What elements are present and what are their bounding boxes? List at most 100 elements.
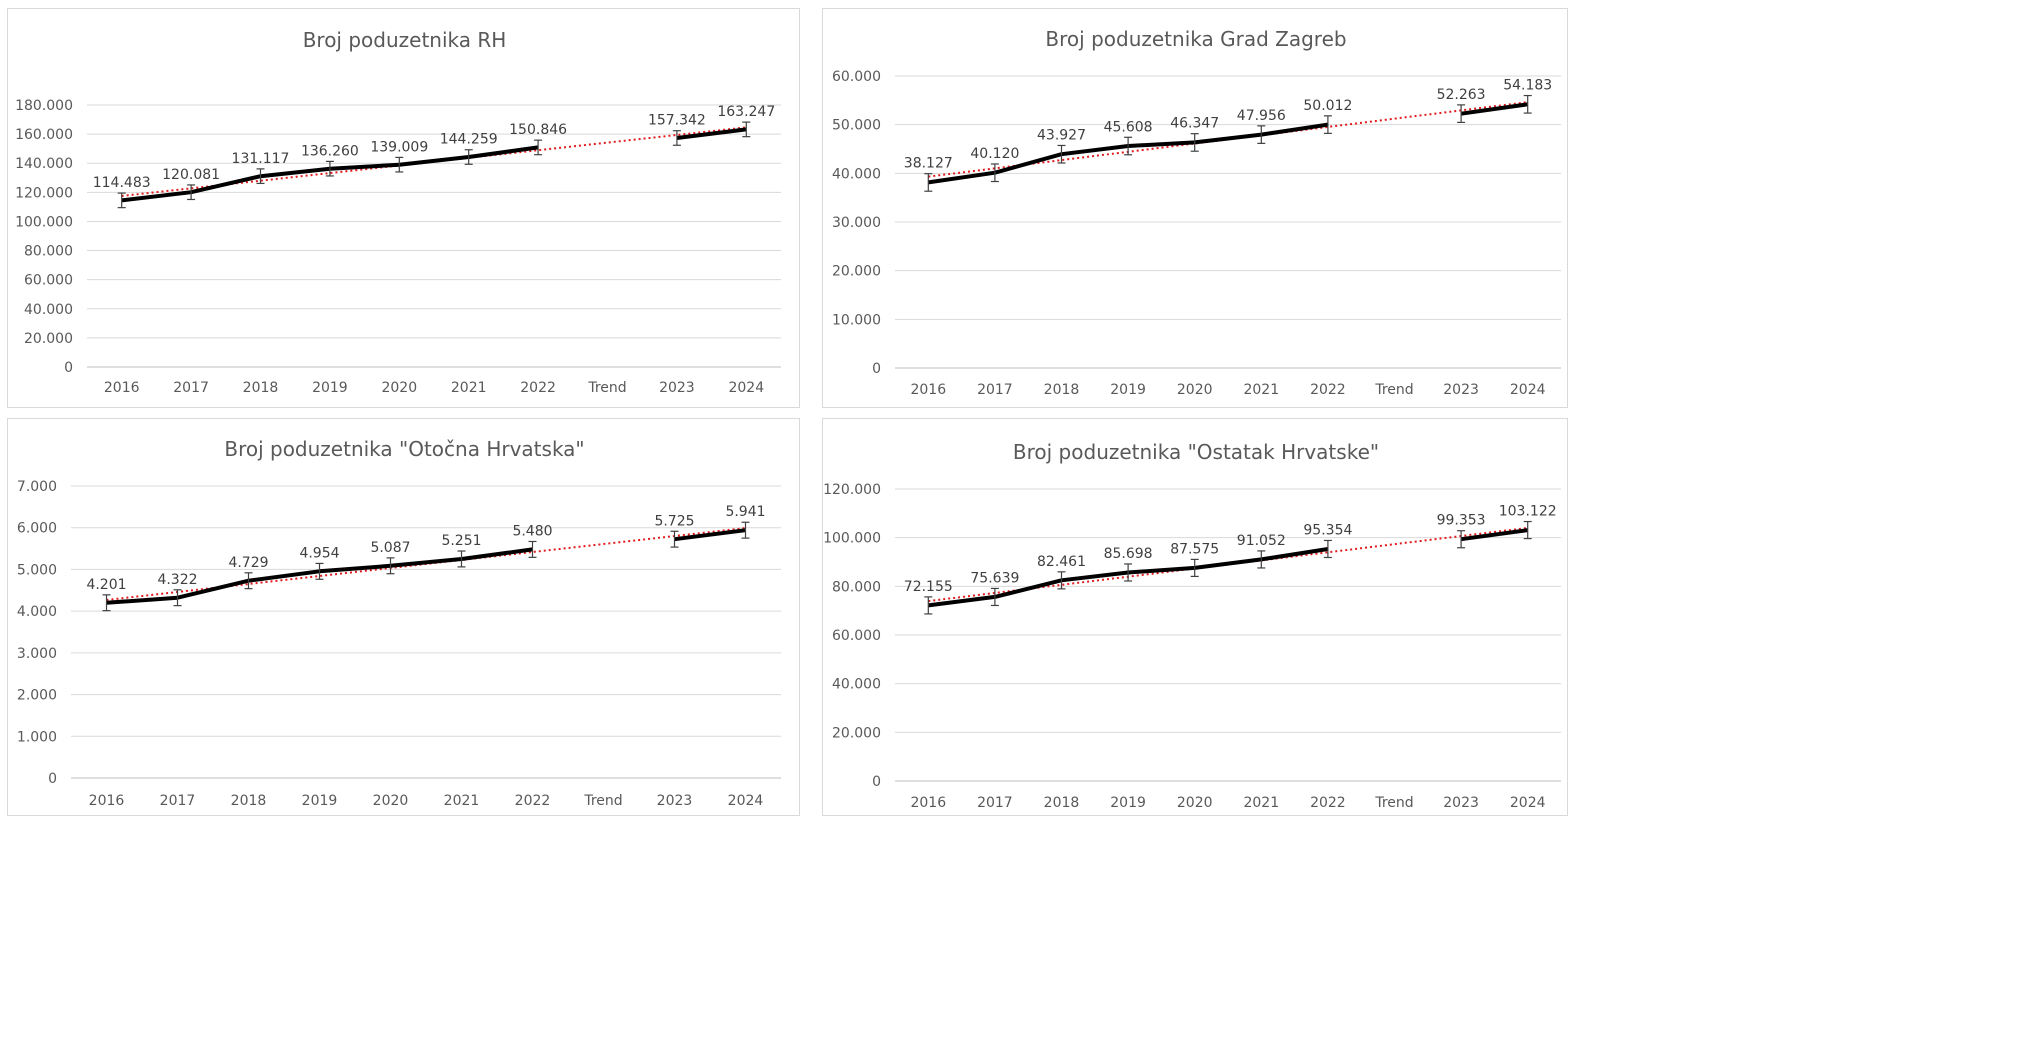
chart-title: Broj poduzetnika RH bbox=[303, 28, 507, 52]
y-tick-label: 3.000 bbox=[17, 646, 57, 662]
x-tick-label: 2020 bbox=[1177, 382, 1213, 398]
x-tick-label: 2023 bbox=[659, 380, 695, 396]
y-tick-label: 160.000 bbox=[15, 127, 73, 143]
error-bar bbox=[1190, 558, 1199, 578]
x-tick-label: 2023 bbox=[1443, 795, 1479, 811]
error-bar bbox=[325, 160, 334, 177]
error-bar bbox=[117, 192, 126, 209]
data-label: 5.725 bbox=[654, 513, 694, 529]
y-tick-label: 0 bbox=[872, 774, 881, 790]
x-tick-label: 2023 bbox=[657, 793, 693, 809]
chart-panel-grad-zagreb: Broj poduzetnika Grad Zagreb 0 10.000 20.00… bbox=[822, 8, 1568, 408]
y-tick-label: 7.000 bbox=[17, 479, 57, 495]
data-label: 47.956 bbox=[1237, 108, 1286, 124]
x-tick-label: 2019 bbox=[302, 793, 338, 809]
error-bar bbox=[457, 550, 466, 568]
y-tick-label: 60.000 bbox=[832, 69, 881, 85]
x-tick-label: Trend bbox=[1374, 382, 1413, 398]
series-line bbox=[674, 528, 746, 542]
error-bar bbox=[1257, 125, 1266, 144]
y-tick-label: 2.000 bbox=[17, 688, 57, 704]
x-tick-label: 2020 bbox=[381, 380, 417, 396]
y-tick-label: 40.000 bbox=[24, 302, 73, 318]
y-tick-label: 60.000 bbox=[24, 273, 73, 289]
data-label: 91.052 bbox=[1237, 533, 1286, 549]
x-tick-label: 2021 bbox=[1243, 382, 1279, 398]
y-tick-label: 6.000 bbox=[17, 521, 57, 537]
x-tick-label: 2024 bbox=[1510, 795, 1546, 811]
data-label: 120.081 bbox=[162, 167, 220, 183]
y-tick-label: 30.000 bbox=[832, 215, 881, 231]
error-bar bbox=[528, 540, 537, 558]
data-label: 157.342 bbox=[648, 113, 706, 129]
y-tick-label: 180.000 bbox=[15, 98, 73, 114]
x-tick-label: 2017 bbox=[977, 382, 1013, 398]
data-label: 40.120 bbox=[970, 146, 1019, 162]
error-bar bbox=[173, 589, 182, 607]
x-tick-label: 2020 bbox=[373, 793, 409, 809]
data-label: 85.698 bbox=[1104, 546, 1153, 562]
data-label: 87.575 bbox=[1170, 541, 1219, 557]
data-label: 4.954 bbox=[299, 545, 339, 561]
chart-title: Broj poduzetnika "Otočna Hrvatska" bbox=[224, 437, 584, 461]
y-tick-label: 80.000 bbox=[24, 244, 73, 260]
y-tick-label: 10.000 bbox=[832, 312, 881, 328]
y-tick-label: 80.000 bbox=[832, 579, 881, 595]
x-tick-label: 2018 bbox=[1044, 795, 1080, 811]
error-bar bbox=[1457, 530, 1466, 549]
data-label: 5.480 bbox=[512, 523, 552, 539]
chart-panel-rh: Broj poduzetnika RH 0 20.000 40.000 60.000 80… bbox=[7, 8, 800, 408]
error-bar bbox=[1523, 520, 1532, 540]
line-chart-3: Broj poduzetnika "Ostatak Hrvatske" 0 20.0… bbox=[823, 440, 1561, 811]
chart-title: Broj poduzetnika Grad Zagreb bbox=[1045, 27, 1346, 51]
data-label: 4.201 bbox=[86, 577, 126, 593]
error-bar bbox=[102, 594, 111, 612]
error-bar bbox=[1257, 550, 1266, 569]
data-label: 50.012 bbox=[1303, 98, 1352, 114]
x-tick-label: 2017 bbox=[173, 380, 209, 396]
data-label: 99.353 bbox=[1437, 513, 1486, 529]
y-tick-label: 120.000 bbox=[823, 482, 881, 498]
line-chart-2: Broj poduzetnika "Otočna Hrvatska" 0 1.000… bbox=[17, 437, 781, 809]
error-bar bbox=[924, 596, 933, 615]
error-bar bbox=[187, 184, 196, 201]
x-tick-label: 2020 bbox=[1177, 795, 1213, 811]
data-label: 4.729 bbox=[228, 555, 268, 571]
data-label: 114.483 bbox=[93, 175, 151, 191]
error-bar bbox=[990, 587, 999, 607]
data-label: 46.347 bbox=[1170, 116, 1219, 132]
error-bar bbox=[464, 149, 473, 165]
x-tick-label: 2019 bbox=[312, 380, 348, 396]
error-bar bbox=[1323, 115, 1332, 134]
y-tick-label: 50.000 bbox=[832, 118, 881, 134]
x-tick-label: 2024 bbox=[728, 380, 764, 396]
x-tick-label: 2021 bbox=[1243, 795, 1279, 811]
y-tick-label: 40.000 bbox=[832, 166, 881, 182]
error-bar bbox=[1124, 563, 1133, 582]
x-tick-label: 2022 bbox=[520, 380, 556, 396]
x-tick-label: Trend bbox=[587, 380, 626, 396]
data-label: 103.122 bbox=[1499, 504, 1557, 520]
data-label: 163.247 bbox=[717, 104, 775, 120]
y-tick-label: 0 bbox=[64, 360, 73, 376]
error-bar bbox=[1523, 94, 1532, 114]
chart-title: Broj poduzetnika "Ostatak Hrvatske" bbox=[1013, 440, 1379, 464]
error-bar bbox=[1457, 104, 1466, 124]
data-label: 54.183 bbox=[1503, 78, 1552, 94]
error-bar bbox=[1057, 571, 1066, 590]
y-tick-label: 1.000 bbox=[17, 729, 57, 745]
data-label: 38.127 bbox=[904, 156, 953, 172]
data-label: 72.155 bbox=[904, 579, 953, 595]
error-bar bbox=[1190, 133, 1199, 152]
error-bar bbox=[1057, 144, 1066, 164]
y-tick-label: 60.000 bbox=[832, 628, 881, 644]
data-label: 150.846 bbox=[509, 122, 567, 138]
y-tick-label: 0 bbox=[872, 361, 881, 377]
x-tick-label: Trend bbox=[583, 793, 622, 809]
error-bar bbox=[244, 572, 253, 590]
error-bar bbox=[256, 168, 265, 185]
x-tick-label: 2022 bbox=[515, 793, 551, 809]
x-tick-label: 2024 bbox=[728, 793, 764, 809]
x-tick-label: 2021 bbox=[451, 380, 487, 396]
y-tick-label: 20.000 bbox=[832, 264, 881, 280]
